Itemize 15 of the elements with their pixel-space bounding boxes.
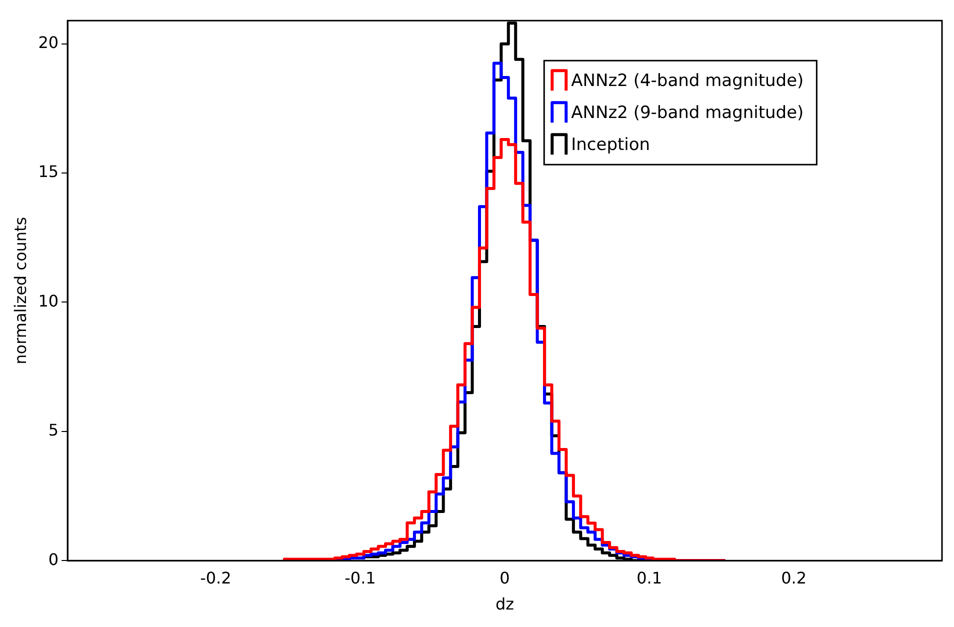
y-tick-label: 10 [38,291,59,310]
x-tick-label: 0.2 [781,568,807,588]
x-tick-label: -0.2 [200,568,232,588]
legend-label: ANNz2 (9-band magnitude) [571,103,804,124]
legend-label: ANNz2 (4-band magnitude) [571,71,804,92]
y-tick-label: 20 [38,33,59,52]
x-tick-label: 0 [500,568,510,588]
x-axis-title: dz [496,594,514,614]
y-axis-title: normalized counts [10,216,30,364]
x-tick-label: 0.1 [636,568,662,588]
y-tick-label: 15 [38,162,59,182]
x-tick-label: -0.1 [344,568,376,588]
y-tick-label: 0 [48,550,59,569]
y-tick-label: 5 [48,420,59,440]
legend-label: Inception [571,135,650,156]
